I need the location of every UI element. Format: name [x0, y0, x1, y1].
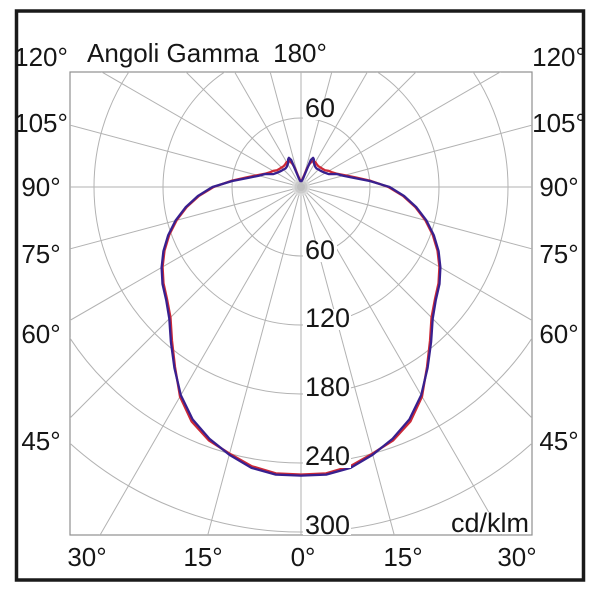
grid-ray-345	[207, 186, 302, 535]
top-angle-label: 180°	[273, 38, 327, 68]
grid-ray-45	[300, 186, 532, 419]
grid-ray-330	[99, 186, 302, 535]
radial-label-60-bottom: 60	[305, 235, 335, 265]
grid-ray-75	[300, 186, 532, 250]
angle-label-left-45: 45°	[21, 426, 60, 456]
angle-label-right-105: 105°	[532, 108, 586, 138]
angle-label-left-105: 105°	[14, 108, 68, 138]
angle-label-left-90: 90°	[21, 172, 60, 202]
angle-label-right-75: 75°	[539, 239, 578, 269]
angle-label-right-60: 60°	[539, 319, 578, 349]
units-label: cd/klm	[451, 508, 529, 538]
radial-label-120: 120	[305, 303, 350, 333]
grid-ray-195	[269, 72, 302, 188]
right-angle-labels: 120° 105° 90° 75° 60° 45°	[532, 42, 586, 456]
grid-ray-105	[300, 124, 532, 188]
angle-label-bottom-30r: 30°	[497, 542, 536, 572]
angle-label-right-90: 90°	[539, 172, 578, 202]
radial-label-240: 240	[305, 441, 350, 471]
chart-title: Angoli Gamma	[87, 38, 259, 68]
grid-ray-120	[300, 72, 502, 188]
grid-ray-240	[100, 72, 302, 188]
intensity-curves	[160, 156, 442, 477]
angle-label-bottom-15r: 15°	[383, 542, 422, 572]
intensity-curve-C90-C270	[160, 156, 442, 477]
angle-label-bottom-15l: 15°	[183, 542, 222, 572]
grid-ray-135	[300, 72, 417, 188]
angle-label-right-120: 120°	[532, 42, 586, 72]
grid-ray-60	[300, 186, 532, 321]
angle-label-bottom-0: 0°	[291, 542, 316, 572]
radial-label-60-top: 60	[305, 93, 335, 123]
grid-ray-285	[70, 186, 302, 250]
bottom-angle-labels: 30° 15° 0° 15° 30°	[67, 542, 536, 572]
angle-label-left-75: 75°	[21, 239, 60, 269]
radial-tick-labels: 60 60 120 180 240 300	[305, 93, 350, 540]
radial-label-180: 180	[305, 372, 350, 402]
grid-ray-150	[300, 72, 368, 188]
grid-ray-255	[70, 124, 302, 188]
angle-label-bottom-30l: 30°	[67, 542, 106, 572]
center-hub	[292, 178, 310, 196]
grid-ray-30	[300, 186, 503, 535]
angle-label-left-60: 60°	[21, 319, 60, 349]
grid-ray-15	[300, 186, 395, 535]
angle-label-right-45: 45°	[539, 426, 578, 456]
radial-label-300: 300	[305, 510, 350, 540]
angle-label-left-120: 120°	[14, 42, 68, 72]
grid-ray-210	[234, 72, 302, 188]
grid-ray-300	[70, 186, 302, 321]
radial-label-masks	[303, 99, 531, 535]
grid-ray-315	[70, 186, 302, 419]
left-angle-labels: 120° 105° 90° 75° 60° 45°	[14, 42, 68, 456]
grid-ray-225	[185, 72, 302, 188]
